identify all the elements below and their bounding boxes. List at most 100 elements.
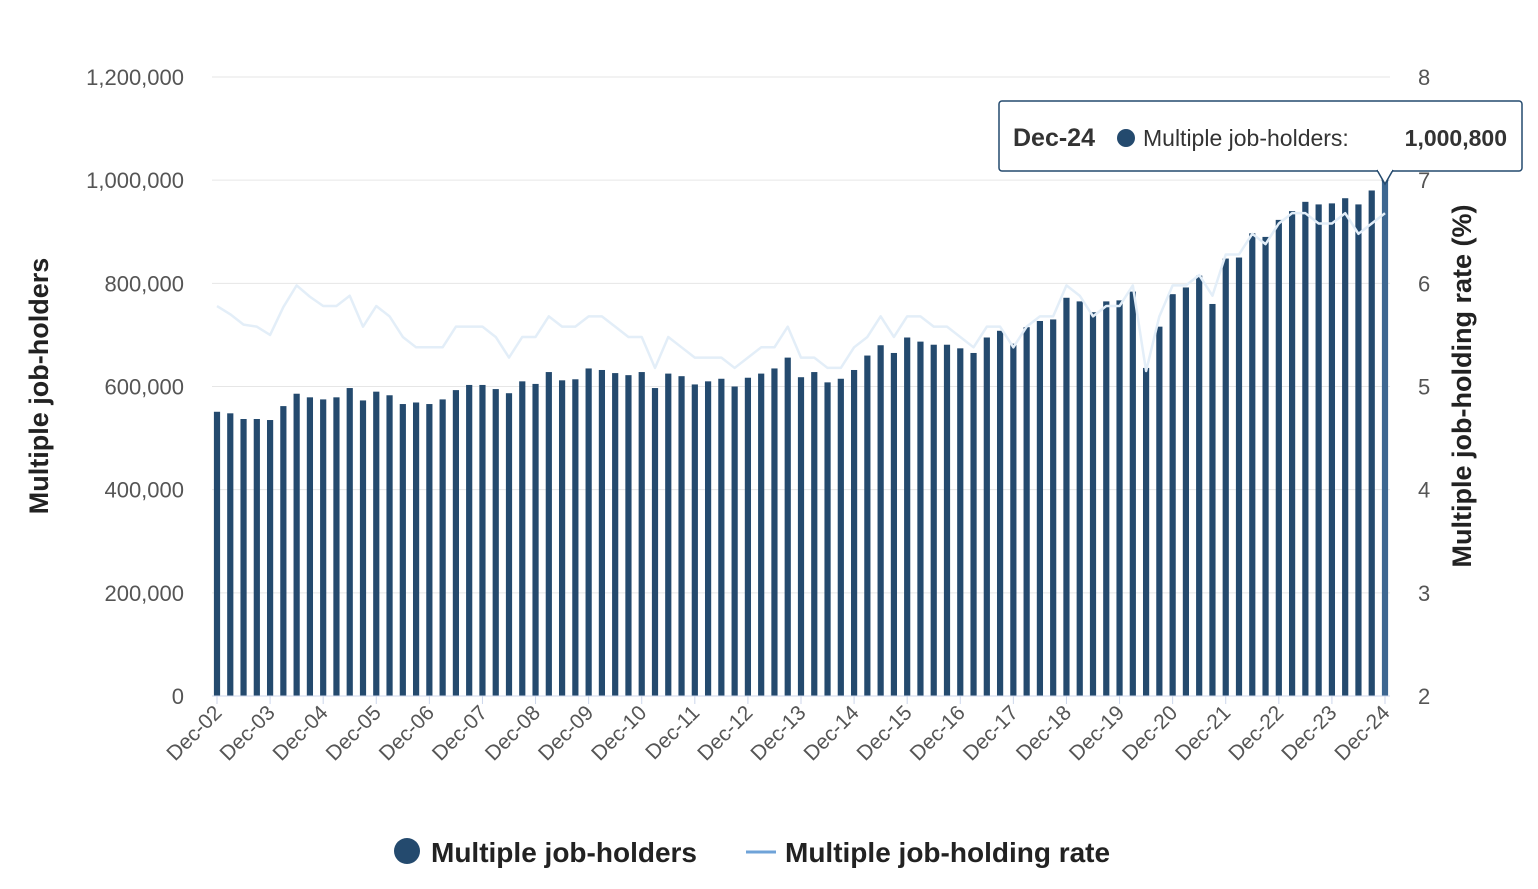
- bar[interactable]: [333, 397, 340, 696]
- bar[interactable]: [426, 404, 433, 696]
- bar[interactable]: [519, 381, 526, 696]
- bar[interactable]: [731, 386, 738, 697]
- bar[interactable]: [293, 393, 300, 696]
- bar[interactable]: [452, 390, 460, 696]
- x-tick-label: Dec-12: [693, 701, 757, 765]
- bar[interactable]: [758, 373, 765, 696]
- bar[interactable]: [678, 376, 685, 696]
- x-tick-label: Dec-24: [1330, 701, 1394, 765]
- bar[interactable]: [1222, 258, 1229, 696]
- bar[interactable]: [665, 373, 672, 696]
- bar[interactable]: [359, 400, 367, 696]
- bar[interactable]: [532, 383, 539, 696]
- bar[interactable]: [1235, 257, 1243, 696]
- bar[interactable]: [996, 330, 1004, 696]
- bar[interactable]: [227, 413, 234, 696]
- bar[interactable]: [1103, 301, 1110, 696]
- legend-item-rate[interactable]: Multiple job-holding rate: [746, 837, 1110, 868]
- bar[interactable]: [1328, 203, 1336, 696]
- bar[interactable]: [1368, 190, 1375, 697]
- bar[interactable]: [957, 348, 964, 696]
- bar[interactable]: [1275, 219, 1282, 696]
- bar[interactable]: [306, 397, 314, 696]
- right-axis-tick-label: 6: [1418, 271, 1430, 296]
- bar[interactable]: [439, 399, 446, 696]
- bar[interactable]: [1209, 303, 1216, 696]
- bar[interactable]: [930, 344, 937, 696]
- bar[interactable]: [1076, 301, 1083, 696]
- bar[interactable]: [253, 419, 260, 696]
- bar[interactable]: [1249, 233, 1256, 697]
- bar[interactable]: [877, 345, 884, 696]
- bar[interactable]: [598, 369, 606, 696]
- bar[interactable]: [917, 341, 924, 696]
- bar[interactable]: [1262, 236, 1269, 696]
- bar[interactable]: [1196, 275, 1203, 696]
- bar[interactable]: [1342, 198, 1349, 696]
- bar[interactable]: [266, 420, 274, 696]
- bar[interactable]: [479, 384, 486, 696]
- bar[interactable]: [1116, 300, 1123, 696]
- right-axis-tick-label: 3: [1418, 581, 1430, 606]
- bar[interactable]: [1315, 204, 1322, 696]
- bar[interactable]: [651, 388, 659, 696]
- bar[interactable]: [492, 389, 499, 696]
- bar[interactable]: [1036, 320, 1044, 696]
- bar[interactable]: [943, 344, 951, 696]
- bar[interactable]: [280, 406, 287, 696]
- x-tick-label: Dec-09: [534, 701, 598, 765]
- rate-line[interactable]: [216, 211, 1386, 373]
- bar[interactable]: [890, 352, 898, 696]
- bar[interactable]: [466, 384, 473, 696]
- bar[interactable]: [797, 377, 805, 696]
- bar[interactable]: [412, 402, 420, 696]
- bar[interactable]: [1063, 297, 1070, 696]
- bar[interactable]: [346, 388, 353, 696]
- bar[interactable]: [718, 378, 725, 696]
- bar[interactable]: [572, 379, 579, 696]
- bar[interactable]: [1129, 291, 1136, 696]
- bar[interactable]: [320, 399, 327, 696]
- bar[interactable]: [784, 357, 791, 696]
- bar[interactable]: [240, 419, 247, 696]
- bar[interactable]: [505, 393, 513, 696]
- bar[interactable]: [1050, 319, 1057, 696]
- bar[interactable]: [399, 404, 406, 696]
- bar[interactable]: [1156, 326, 1163, 696]
- bar[interactable]: [1010, 343, 1017, 696]
- bar[interactable]: [771, 368, 778, 696]
- bar[interactable]: [1381, 179, 1389, 696]
- bar[interactable]: [824, 382, 831, 696]
- bar[interactable]: [837, 378, 844, 696]
- x-tick-label: Dec-19: [1065, 701, 1129, 765]
- bar[interactable]: [213, 411, 221, 696]
- bar[interactable]: [864, 355, 871, 696]
- bar[interactable]: [638, 372, 645, 696]
- bar[interactable]: [850, 369, 858, 696]
- bar[interactable]: [545, 372, 552, 696]
- bar[interactable]: [1182, 287, 1190, 696]
- bar[interactable]: [1169, 294, 1176, 696]
- bar[interactable]: [386, 395, 393, 696]
- bar[interactable]: [612, 373, 619, 696]
- bar[interactable]: [373, 391, 380, 696]
- bar[interactable]: [1089, 312, 1097, 696]
- bar[interactable]: [1302, 201, 1309, 696]
- bar[interactable]: [704, 381, 712, 696]
- bar[interactable]: [970, 352, 977, 696]
- bar[interactable]: [1023, 327, 1030, 696]
- bar[interactable]: [625, 375, 632, 696]
- x-tick-label: Dec-04: [269, 701, 333, 765]
- bar[interactable]: [744, 377, 752, 696]
- bar[interactable]: [904, 337, 911, 697]
- bar[interactable]: [585, 368, 592, 696]
- bar[interactable]: [1288, 211, 1296, 696]
- bar[interactable]: [1355, 204, 1362, 696]
- bar[interactable]: [558, 380, 566, 696]
- legend-item-job-holders[interactable]: Multiple job-holders: [394, 837, 697, 868]
- bar[interactable]: [1142, 367, 1150, 696]
- bar[interactable]: [691, 384, 698, 696]
- bar[interactable]: [811, 372, 818, 696]
- bar[interactable]: [983, 337, 990, 697]
